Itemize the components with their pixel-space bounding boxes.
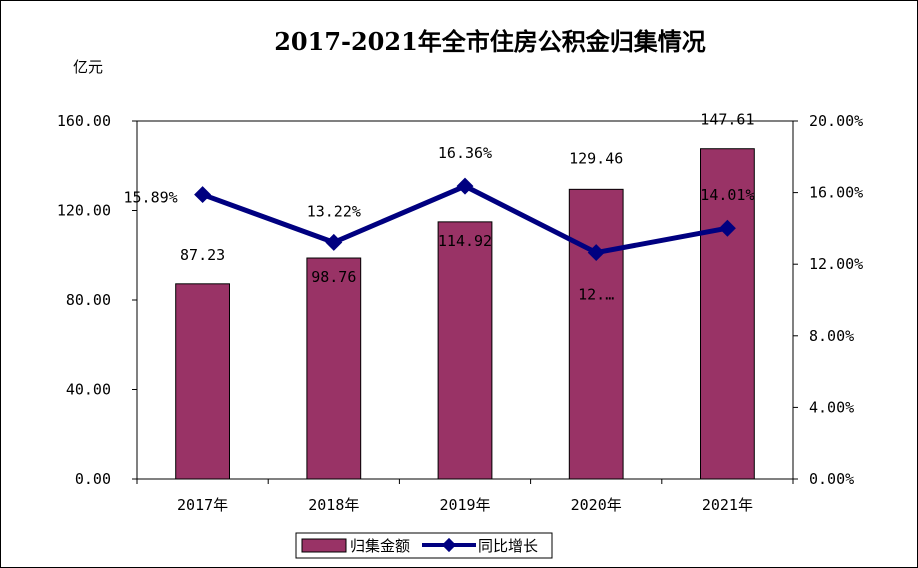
bar-value-label: 87.23 [180, 246, 225, 264]
x-category-label: 2020年 [571, 496, 622, 514]
right-tick-label: 12.00% [809, 255, 863, 273]
left-tick-label: 40.00 [66, 381, 111, 399]
y-axis-unit-label: 亿元 [73, 58, 103, 76]
line-marker [587, 244, 605, 262]
line-marker [325, 233, 343, 251]
line-value-label: 14.01% [700, 186, 754, 204]
bar [306, 257, 362, 480]
legend-line-marker [441, 537, 457, 553]
line-value-label: 12.… [578, 286, 614, 304]
legend-line-label: 同比增长 [478, 537, 538, 555]
category-labels: 2017年 2018年 2019年 2020年 2021年 [136, 479, 794, 514]
right-tick-label: 0.00% [809, 470, 854, 488]
line-value-label: 16.36% [438, 144, 492, 162]
left-tick-label: 120.00 [57, 202, 111, 220]
line-marker [194, 186, 212, 204]
bar-value-label: 98.76 [311, 268, 356, 286]
right-tick-label: 20.00% [809, 112, 863, 130]
left-tick-label: 0.00 [75, 470, 111, 488]
bar-value-label: 147.61 [700, 111, 754, 129]
bar-series [175, 148, 755, 480]
x-category-label: 2017年 [177, 496, 228, 514]
right-tick-label: 8.00% [809, 327, 854, 345]
legend-bar-label: 归集金额 [350, 537, 410, 555]
line-marker [456, 177, 474, 195]
bar-value-label: 114.92 [438, 232, 492, 250]
data-labels: 87.23 98.76 114.92 129.46 147.61 15.89% 13.22%… [124, 111, 755, 304]
bar-value-label: 129.46 [569, 149, 623, 167]
left-tick-label: 160.00 [57, 112, 111, 130]
right-axis-ticks: 0.00% 4.00% 8.00% 12.00% 16.00% 20.00% [793, 112, 863, 488]
legend-bar-swatch [301, 538, 347, 553]
bar [568, 188, 624, 480]
left-axis-ticks: 0.00 40.00 80.00 120.00 160.00 [57, 112, 137, 488]
chart-title: 2017-2021年全市住房公积金归集情况 [274, 27, 706, 56]
bar [175, 283, 230, 480]
right-tick-label: 16.00% [809, 184, 863, 202]
line-value-label: 15.89% [124, 189, 178, 207]
x-category-label: 2021年 [702, 496, 753, 514]
x-category-label: 2018年 [308, 496, 359, 514]
legend: 归集金额 同比增长 [295, 532, 553, 559]
bar [437, 221, 493, 480]
line-marker [718, 219, 736, 237]
x-category-label: 2019年 [439, 496, 490, 514]
left-tick-label: 80.00 [66, 291, 111, 309]
bar [700, 148, 755, 480]
line-series [194, 177, 736, 262]
line-value-label: 13.22% [307, 202, 361, 220]
right-tick-label: 4.00% [809, 398, 854, 416]
